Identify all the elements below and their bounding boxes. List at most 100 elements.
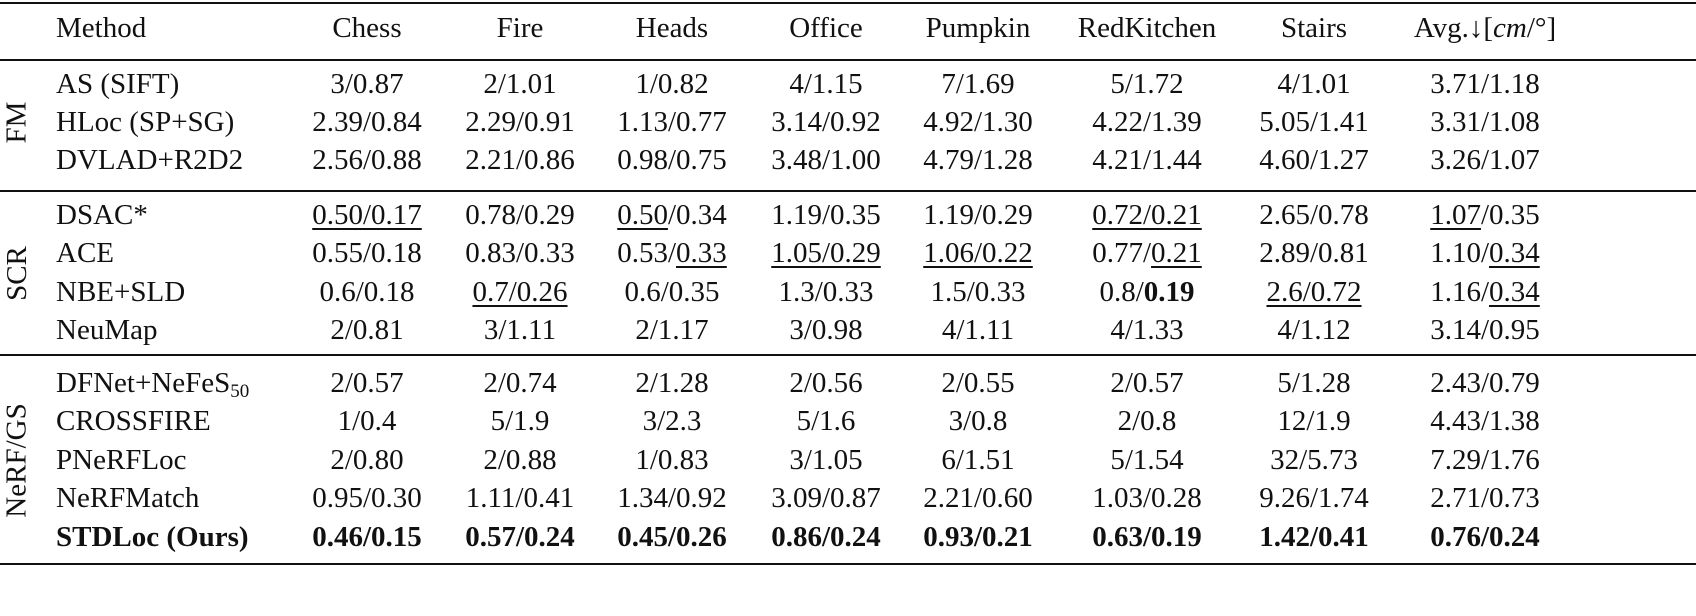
- header-col: Office: [789, 12, 863, 44]
- cell-value: 3/0.8: [948, 405, 1008, 437]
- cell-value: 0.45/0.26: [617, 520, 727, 553]
- table-cell: 2.43/0.79: [1400, 363, 1570, 404]
- method-name: ACE: [56, 233, 114, 274]
- cell-value: 4.92/1.30: [923, 105, 1033, 138]
- table-cell: 1/0.4: [282, 401, 452, 442]
- cell-value: 12/1.9: [1277, 405, 1351, 437]
- cell-value: 0.95/0.30: [312, 482, 422, 514]
- table-row: DFNet+NeFeS50 2/0.57 2/0.74 2/1.28 2/0.56 2/0…: [0, 363, 1696, 404]
- cell-value: 2.21/0.86: [465, 143, 575, 176]
- table-cell: 0.78/0.29: [435, 195, 605, 236]
- cell-value: 2/0.55: [941, 366, 1015, 399]
- table-cell: 1.06/0.22: [893, 233, 1063, 274]
- cell-value: 5/1.54: [1110, 443, 1184, 476]
- cell-value: 2/0.80: [330, 443, 404, 476]
- method-name-text: AS (SIFT): [56, 67, 180, 100]
- cell-value: 4/1.11: [941, 314, 1015, 346]
- table-cell: 4.60/1.27: [1229, 140, 1399, 181]
- table-cell: 2/0.56: [741, 363, 911, 404]
- method-name-text: DSAC*: [56, 198, 148, 231]
- cell-value: 3/1.11: [483, 314, 557, 346]
- table-cell: 1.3/0.33: [741, 272, 911, 313]
- table-cell: 0.95/0.30: [282, 478, 452, 519]
- table-cell: 2/0.81: [282, 310, 452, 351]
- cell-value: 0.98/0.75: [617, 143, 727, 176]
- cell-value: 1.5/0.33: [930, 275, 1026, 308]
- table-row: CROSSFIRE 1/0.4 5/1.9 3/2.3 5/1.6 3/0.8 2/0.8 1…: [0, 401, 1696, 442]
- method-name: DVLAD+R2D2: [56, 140, 243, 181]
- cell-value: 4/1.33: [1110, 314, 1184, 346]
- table-cell: 2/0.74: [435, 363, 605, 404]
- cell-value: 2.39/0.84: [312, 105, 422, 138]
- table-cell: 12/1.9: [1229, 401, 1399, 442]
- table-cell: 2/1.28: [587, 363, 757, 404]
- cell-value: 0.83/0.33: [465, 237, 575, 269]
- table-cell: 3.14/0.95: [1400, 310, 1570, 351]
- table-cell: 4.22/1.39: [1062, 102, 1232, 143]
- cell-value: 3.14/0.92: [771, 105, 881, 138]
- cell-value: 4.43/1.38: [1430, 405, 1540, 437]
- table-cell: 1.05/0.29: [741, 233, 911, 274]
- table-cell: 5.05/1.41: [1229, 102, 1399, 143]
- table-cell: 0.57/0.24: [435, 517, 605, 558]
- cell-value: 0.34: [1489, 275, 1540, 308]
- cell-value: 3.71/1.18: [1430, 67, 1540, 100]
- table-cell: 3/0.98: [741, 310, 911, 351]
- table-cell: 1.42/0.41: [1229, 517, 1399, 558]
- header-method: Method: [56, 12, 147, 44]
- table-cell: 2.39/0.84: [282, 102, 452, 143]
- method-name: HLoc (SP+SG): [56, 102, 234, 143]
- cell-value: 1.10/: [1430, 237, 1490, 269]
- table-cell: 3.09/0.87: [741, 478, 911, 519]
- cell-value: 1.06/0.22: [923, 237, 1033, 269]
- cell-value: 3.31/1.08: [1430, 105, 1540, 138]
- method-name-text: CROSSFIRE: [56, 405, 211, 437]
- method-name-text: HLoc (SP+SG): [56, 105, 235, 138]
- header-col: Avg.↓[cm/°]: [1400, 8, 1570, 49]
- cell-value: 0.33: [676, 237, 727, 269]
- table-cell: 3/0.8: [893, 401, 1063, 442]
- table-cell: 4/1.01: [1229, 64, 1399, 105]
- cell-value: 1.3/0.33: [778, 275, 874, 308]
- table-cell: 0.83/0.33: [435, 233, 605, 274]
- cell-value: 2.21/0.60: [923, 482, 1033, 514]
- cell-value: 0.34: [1489, 237, 1540, 269]
- cell-value: 3.09/0.87: [771, 482, 881, 514]
- table-cell: 0.77/0.21: [1062, 233, 1232, 274]
- table-cell: 0.55/0.18: [282, 233, 452, 274]
- cell-value: 2.65/0.78: [1259, 198, 1369, 231]
- table-cell: 0.45/0.26: [587, 517, 757, 558]
- avg-header-prefix: Avg.↓[: [1413, 12, 1494, 44]
- table-row: AS (SIFT) 3/0.87 2/1.01 1/0.82 4/1.15 7/1.69 5…: [0, 64, 1696, 105]
- header-col: Stairs: [1280, 12, 1348, 44]
- table-cell: 0.50/0.34: [587, 195, 757, 236]
- table-cell: 1.03/0.28: [1062, 478, 1232, 519]
- cell-value: 3/2.3: [642, 405, 702, 437]
- cell-value: 3/1.05: [789, 443, 863, 476]
- cell-value: 0.6/0.35: [624, 275, 720, 308]
- method-name: DSAC*: [56, 195, 148, 236]
- table-row: ACE 0.55/0.18 0.83/0.33 0.53/0.33 1.05/0.29 1…: [0, 233, 1696, 274]
- table-cell: 0.93/0.21: [893, 517, 1063, 558]
- cell-value: 2/1.01: [483, 67, 557, 100]
- cell-value: 4/1.15: [789, 67, 863, 100]
- cell-value: 2.6/0.72: [1266, 275, 1362, 308]
- table-cell: 2.56/0.88: [282, 140, 452, 181]
- cell-value: 4.79/1.28: [923, 143, 1033, 176]
- table-cell: 2/0.8: [1062, 401, 1232, 442]
- table-cell: 1.5/0.33: [893, 272, 1063, 313]
- method-name-text: STDLoc (Ours): [56, 520, 249, 553]
- header-rule: [0, 59, 1696, 61]
- table-cell: 0.63/0.19: [1062, 517, 1232, 558]
- cell-value: 1.42/0.41: [1259, 520, 1369, 553]
- cell-value: 2/0.81: [330, 314, 404, 346]
- table-cell: 2.29/0.91: [435, 102, 605, 143]
- table-cell: 3.26/1.07: [1400, 140, 1570, 181]
- table-cell: 0.50/0.17: [282, 195, 452, 236]
- table-cell: 1/0.83: [587, 440, 757, 481]
- method-name-text: DVLAD+R2D2: [56, 143, 244, 176]
- cell-value: 2.71/0.73: [1430, 482, 1540, 514]
- cell-value: 2.89/0.81: [1259, 237, 1369, 269]
- cell-value: 1.19/0.35: [771, 198, 881, 231]
